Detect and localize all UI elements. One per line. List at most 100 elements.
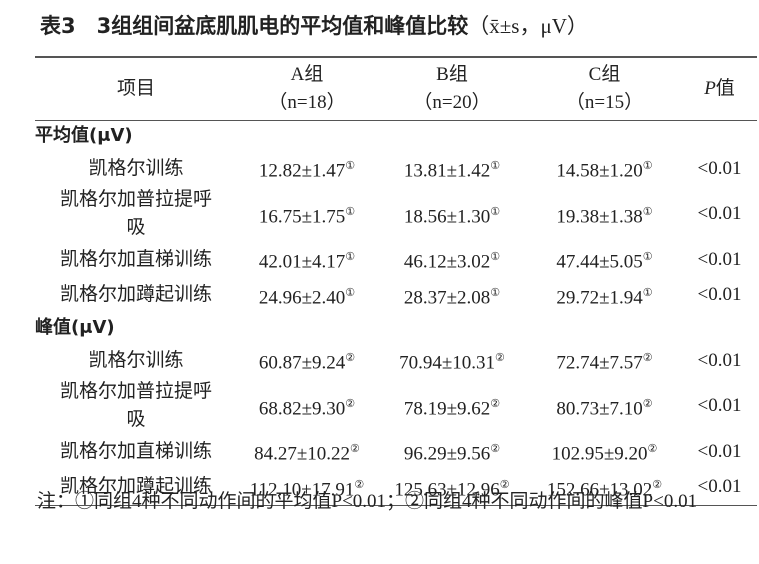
value: 78.19±9.62 — [403, 397, 491, 419]
group-n: （n=15） — [565, 92, 644, 113]
value-mark: ② — [350, 443, 360, 456]
data-row: 凯格尔加直梯训练 42.01±4.17① 46.12±3.02① 47.44±5.05… — [35, 242, 757, 277]
value: 112.10±17.91 — [249, 478, 355, 500]
value-mark: ① — [490, 205, 501, 218]
section-row: 平均值(μV) — [35, 121, 757, 152]
p-value: <0.01 — [697, 157, 742, 179]
value-cell: 78.19±9.62② — [377, 378, 527, 434]
title-unit: （x̄±s，μV） — [468, 14, 588, 38]
value: 19.38±1.38 — [556, 205, 643, 227]
value-mark: ① — [345, 160, 356, 172]
p-value: <0.01 — [697, 248, 742, 270]
row-name: 凯格尔加直梯训练 — [59, 440, 212, 462]
value: 125.63±12.96 — [394, 478, 500, 500]
value-mark: ② — [642, 351, 653, 364]
data-row: 凯格尔加蹲起训练 112.10±17.91② 125.63±12.96② 152.66… — [35, 470, 757, 506]
value: 28.37±2.08 — [403, 286, 491, 308]
value: 72.74±7.57 — [556, 352, 643, 374]
value: 16.75±1.75 — [258, 205, 346, 227]
section-title: 平均值(μV) — [35, 125, 133, 146]
row-name: 凯格尔加普拉提呼吸 — [59, 189, 212, 239]
value-cell: 70.94±10.31② — [377, 343, 527, 378]
value-mark: ① — [490, 286, 501, 299]
note: 注：①同组4种不同动作间的平均值P<0.01；②同组4种不同动作间的峰值P<0.… — [37, 491, 698, 512]
header-cell: C组 （n=15） — [527, 57, 682, 121]
header-row: 项目 A组 （n=18） B组 （n=20） C组 （n=15） P值 — [35, 57, 757, 121]
value: 70.94±10.31 — [399, 352, 496, 374]
data-row: 凯格尔加蹲起训练 24.96±2.40① 28.37±2.08① 29.72±1.94… — [35, 278, 757, 313]
value-mark: ② — [354, 478, 365, 491]
value-mark: ① — [490, 251, 501, 264]
value-mark: ② — [495, 351, 505, 364]
group-n: （n=20） — [413, 92, 491, 113]
table: 项目 A组 （n=18） B组 （n=20） C组 （n=15） P值 平均值(μV) 凯格尔… — [35, 56, 757, 506]
value: 46.12±3.02 — [403, 251, 491, 273]
p-header: P值 — [704, 78, 735, 99]
data-row: 凯格尔加直梯训练 84.27±10.22② 96.29±9.56② 102.95±9.… — [35, 434, 757, 469]
value: 96.29±9.56 — [403, 443, 491, 465]
value-mark: ① — [642, 205, 653, 218]
p-value: <0.01 — [697, 440, 742, 462]
value: 84.27±10.22 — [254, 443, 351, 465]
value-cell: 46.12±3.02① — [377, 242, 527, 277]
value-mark: ① — [345, 251, 356, 264]
value-mark: ② — [490, 397, 501, 410]
value-cell: 72.74±7.57② — [527, 343, 682, 378]
value: 152.66±13.02 — [546, 478, 653, 500]
value-cell: 152.66±13.02② — [527, 470, 682, 506]
value-mark: ① — [345, 286, 356, 299]
title: 表3 3组组间盆底肌肌电的平均值和峰值比较（x̄±s，μV） — [40, 10, 588, 40]
value-cell: 29.72±1.94① — [527, 278, 682, 313]
group-n: （n=18） — [268, 92, 346, 113]
group-name: B组 — [436, 64, 468, 85]
value-cell: 42.01±4.17① — [237, 242, 377, 277]
value-cell: 80.73±7.10② — [527, 378, 682, 434]
value-mark: ② — [652, 478, 663, 491]
group-name: A组 — [290, 64, 324, 85]
row-name: 凯格尔训练 — [88, 157, 184, 179]
value-mark: ② — [642, 397, 653, 410]
value-cell: 47.44±5.05① — [527, 242, 682, 277]
data-row: 凯格尔加普拉提呼吸 16.75±1.75① 18.56±1.30① 19.38±1.3… — [35, 186, 757, 242]
value-cell: 18.56±1.30① — [377, 186, 527, 242]
value-cell: 12.82±1.47① — [237, 151, 377, 186]
p-value: <0.01 — [697, 349, 742, 371]
data-row: 凯格尔加普拉提呼吸 68.82±9.30② 78.19±9.62② 80.73±7.1… — [35, 378, 757, 434]
value-cell: 24.96±2.40① — [237, 278, 377, 313]
value-cell: 102.95±9.20② — [527, 434, 682, 469]
value-mark: ② — [647, 443, 658, 456]
p-value: <0.01 — [697, 284, 742, 306]
value-cell: 14.58±1.20① — [527, 151, 682, 186]
value-mark: ① — [642, 160, 653, 172]
value-mark: ② — [345, 351, 356, 364]
value: 42.01±4.17 — [258, 251, 346, 273]
value: 24.96±2.40 — [258, 286, 346, 308]
p-value: <0.01 — [697, 476, 742, 498]
value-mark: ② — [345, 397, 356, 410]
p-value: <0.01 — [697, 395, 742, 417]
value-mark: ② — [490, 443, 501, 456]
value-cell: 112.10±17.91② — [237, 470, 377, 506]
value: 60.87±9.24 — [258, 352, 346, 374]
value-cell: 84.27±10.22② — [237, 434, 377, 469]
value: 47.44±5.05 — [556, 251, 643, 273]
value-mark: ① — [490, 160, 501, 172]
group-name: C组 — [588, 64, 621, 85]
value: 18.56±1.30 — [403, 205, 491, 227]
row-name: 凯格尔加蹲起训练 — [59, 284, 212, 306]
value-mark: ① — [642, 251, 653, 264]
row-name: 凯格尔加直梯训练 — [59, 248, 212, 270]
p-value: <0.01 — [697, 203, 742, 225]
value: 12.82±1.47 — [258, 160, 346, 182]
value: 68.82±9.30 — [258, 397, 346, 419]
value-cell: 13.81±1.42① — [377, 151, 527, 186]
data-row: 凯格尔训练 60.87±9.24② 70.94±10.31② 72.74±7.57② <… — [35, 343, 757, 378]
value-mark: ② — [499, 478, 510, 491]
table-body: 平均值(μV) 凯格尔训练 12.82±1.47① 13.81±1.42① 14.58±… — [35, 121, 757, 506]
value-cell: 19.38±1.38① — [527, 186, 682, 242]
value-mark: ① — [345, 205, 356, 218]
value: 80.73±7.10 — [556, 397, 643, 419]
value: 13.81±1.42 — [403, 160, 491, 182]
header-cell: P值 — [682, 57, 757, 121]
value-cell: 60.87±9.24② — [237, 343, 377, 378]
